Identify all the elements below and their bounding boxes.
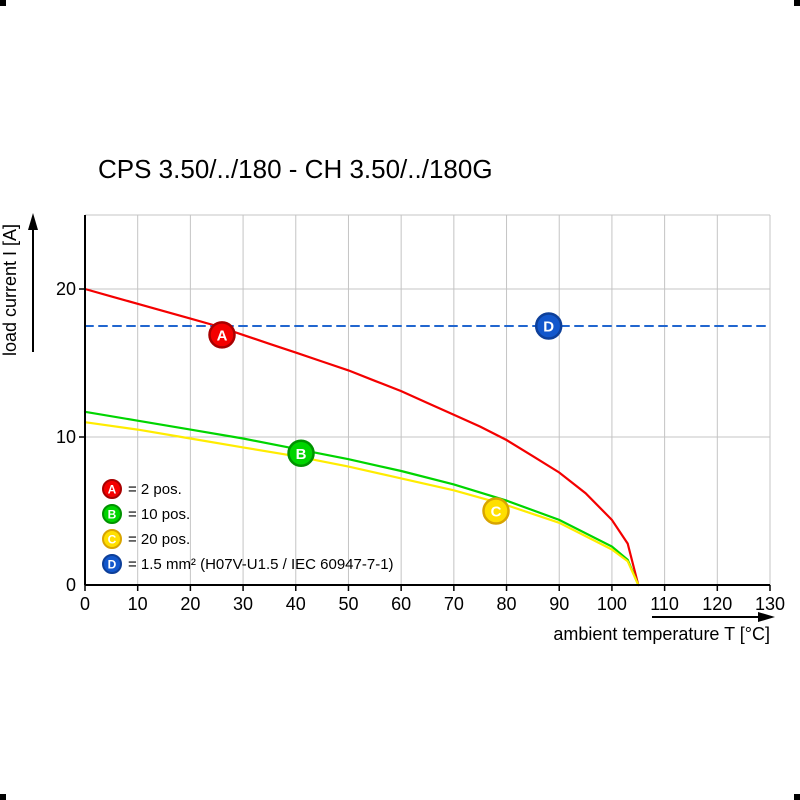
chart-title: CPS 3.50/../180 - CH 3.50/../180G: [98, 154, 493, 184]
legend-marker-a-letter: A: [108, 483, 117, 497]
legend-item-a-label: = 2 pos.: [128, 481, 182, 498]
x-tick-label: 120: [702, 594, 732, 614]
legend-marker-a-icon: [102, 479, 122, 499]
x-tick-label: 60: [391, 594, 411, 614]
legend-item-b-label: = 10 pos.: [128, 506, 190, 523]
x-tick-label: 70: [444, 594, 464, 614]
plot-gridlines: [85, 214, 771, 585]
x-tick-label: 130: [755, 594, 785, 614]
corner-mark: [0, 794, 6, 800]
legend: A = 2 pos. B = 10 pos. C = 20 pos. D = 1…: [102, 479, 394, 574]
curve-marker-c-icon: [482, 497, 510, 525]
curve-marker-a-icon: [208, 321, 236, 349]
curve-marker-a-letter: A: [217, 327, 228, 344]
series-line-a: [83, 287, 640, 587]
y-axis-arrowhead-icon: [28, 213, 38, 230]
x-tick-label: 0: [80, 594, 90, 614]
series-line-c: [83, 421, 640, 587]
series-lines: [83, 287, 771, 587]
plot-frame: [84, 215, 770, 586]
curve-marker-b-letter: B: [296, 446, 307, 463]
legend-item-a: A = 2 pos.: [102, 479, 182, 499]
x-tick-label: 110: [650, 594, 679, 614]
x-tick-label: 10: [128, 594, 148, 614]
curve-marker-b-icon: [287, 439, 315, 468]
legend-marker-d-icon: [102, 554, 122, 574]
x-tick-label: 50: [338, 594, 358, 614]
x-tick-label: 20: [180, 594, 200, 614]
legend-item-b: B = 10 pos.: [102, 504, 190, 524]
y-axis-annotation: load current I [A]: [0, 213, 38, 356]
legend-marker-c-icon: [102, 529, 122, 549]
x-tick-label: 30: [233, 594, 253, 614]
x-tick-label: 90: [549, 594, 569, 614]
series-markers: A B C D: [208, 312, 563, 525]
legend-item-c-label: = 20 pos.: [128, 531, 190, 548]
axis-tick-labels: 0 10 20 30 40 50 60 70 80 90 100 110 120 130 0 10 20: [56, 279, 785, 614]
legend-item-d-label: = 1.5 mm² (H07V-U1.5 / IEC 60947-7-1): [128, 556, 394, 573]
curve-marker-d-letter: D: [543, 319, 554, 336]
corner-mark: [794, 0, 800, 6]
y-axis-label: load current I [A]: [0, 224, 20, 356]
legend-item-c: C = 20 pos.: [102, 529, 190, 549]
y-tick-label: 0: [66, 575, 76, 595]
legend-marker-c-letter: C: [108, 533, 117, 547]
legend-marker-b-letter: B: [108, 508, 117, 522]
x-tick-label: 40: [286, 594, 306, 614]
x-axis-annotation: ambient temperature T [°C]: [553, 612, 775, 644]
curve-marker-d-icon: [534, 312, 563, 340]
corner-mark: [0, 0, 6, 6]
legend-marker-d-letter: D: [108, 558, 117, 572]
x-tick-label: 80: [497, 594, 517, 614]
legend-item-d: D = 1.5 mm² (H07V-U1.5 / IEC 60947-7-1): [102, 554, 394, 574]
x-axis-arrowhead-icon: [758, 612, 775, 622]
axis-ticks: [79, 288, 771, 591]
x-axis-label: ambient temperature T [°C]: [553, 624, 770, 644]
curve-marker-c-letter: C: [491, 504, 502, 521]
x-tick-label: 100: [597, 594, 627, 614]
y-tick-label: 10: [56, 427, 76, 447]
legend-marker-b-icon: [102, 504, 122, 524]
y-tick-label: 20: [56, 279, 76, 299]
corner-mark: [794, 794, 800, 800]
series-line-b: [83, 410, 640, 587]
